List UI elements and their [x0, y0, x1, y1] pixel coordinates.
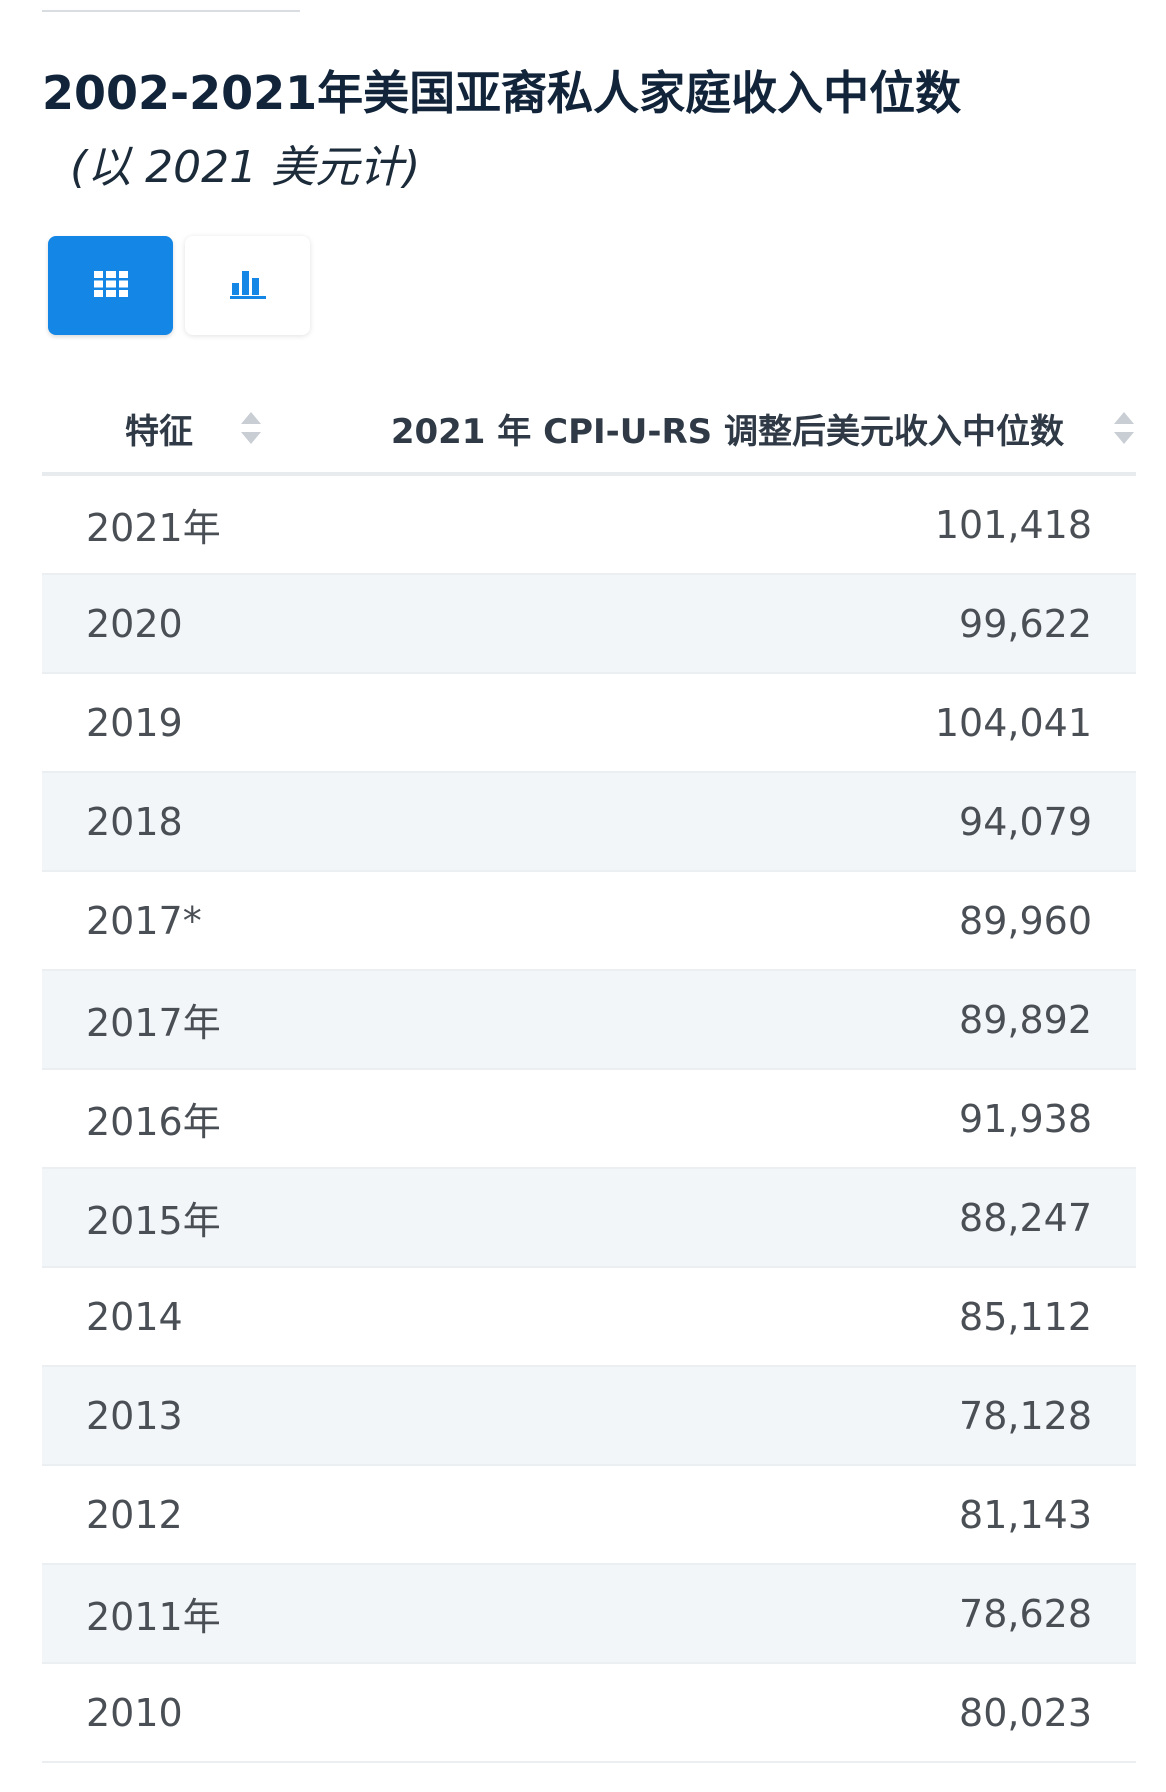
column-header-income[interactable]: 2021 年 CPI-U-RS 调整后美元收入中位数	[342, 404, 1136, 453]
row-value: 89,960	[959, 898, 1092, 943]
row-feature: 2010	[86, 1690, 183, 1735]
table-row: 2016年 91,938	[42, 1070, 1136, 1169]
top-divider	[42, 10, 300, 12]
column-header-feature-label: 特征	[125, 411, 193, 452]
row-value: 91,938	[959, 1096, 1092, 1141]
table-row: 2013 78,128	[42, 1367, 1136, 1466]
table-row: 2011年 78,628	[42, 1565, 1136, 1664]
page-title: 2002-2021年美国亚裔私人家庭收入中位数	[42, 66, 962, 120]
table-row: 2018 94,079	[42, 773, 1136, 872]
row-feature: 2013	[86, 1393, 183, 1438]
table-row: 2015年 88,247	[42, 1169, 1136, 1268]
data-table: 特征 2021 年 CPI-U-RS 调整后美元收入中位数 2021年 101,…	[42, 384, 1136, 1763]
row-value: 99,622	[959, 601, 1092, 646]
row-value: 81,143	[959, 1492, 1092, 1537]
table-row: 2019 104,041	[42, 674, 1136, 773]
row-feature: 2011年	[86, 1595, 221, 1639]
row-value: 88,247	[959, 1195, 1092, 1240]
page-subtitle: (以 2021 美元计)	[70, 142, 421, 193]
table-body: 2021年 101,418 2020 99,622 2019 104,041 2…	[42, 476, 1136, 1763]
view-toggle	[48, 236, 310, 335]
row-feature: 2019	[86, 700, 183, 745]
row-feature: 2020	[86, 601, 183, 646]
row-value: 94,079	[959, 799, 1092, 844]
chart-view-button[interactable]	[185, 236, 310, 335]
row-value: 101,418	[934, 502, 1092, 547]
table-row: 2021年 101,418	[42, 476, 1136, 575]
table-row: 2017年 89,892	[42, 971, 1136, 1070]
bar-chart-icon	[229, 269, 266, 303]
row-value: 85,112	[959, 1294, 1092, 1339]
sort-icon[interactable]	[239, 410, 263, 446]
column-header-feature[interactable]: 特征	[42, 404, 342, 453]
table-row: 2010 80,023	[42, 1664, 1136, 1763]
table-header-row: 特征 2021 年 CPI-U-RS 调整后美元收入中位数	[42, 384, 1136, 476]
row-feature: 2012	[86, 1492, 183, 1537]
row-feature: 2017年	[86, 1001, 221, 1045]
table-row: 2020 99,622	[42, 575, 1136, 674]
column-header-income-label: 2021 年 CPI-U-RS 调整后美元收入中位数	[390, 411, 1064, 452]
row-feature: 2016年	[86, 1100, 221, 1144]
table-row: 2017* 89,960	[42, 872, 1136, 971]
grid-table-icon	[93, 270, 128, 301]
row-feature: 2018	[86, 799, 183, 844]
table-view-button[interactable]	[48, 236, 173, 335]
table-row: 2014 85,112	[42, 1268, 1136, 1367]
row-value: 89,892	[959, 997, 1092, 1042]
row-value: 78,128	[959, 1393, 1092, 1438]
row-feature: 2015年	[86, 1199, 221, 1243]
row-value: 104,041	[934, 700, 1092, 745]
table-row: 2012 81,143	[42, 1466, 1136, 1565]
row-value: 78,628	[959, 1591, 1092, 1636]
sort-icon[interactable]	[1112, 410, 1136, 446]
row-feature: 2014	[86, 1294, 183, 1339]
row-value: 80,023	[959, 1690, 1092, 1735]
row-feature: 2021年	[86, 506, 221, 550]
row-feature: 2017*	[86, 898, 202, 943]
